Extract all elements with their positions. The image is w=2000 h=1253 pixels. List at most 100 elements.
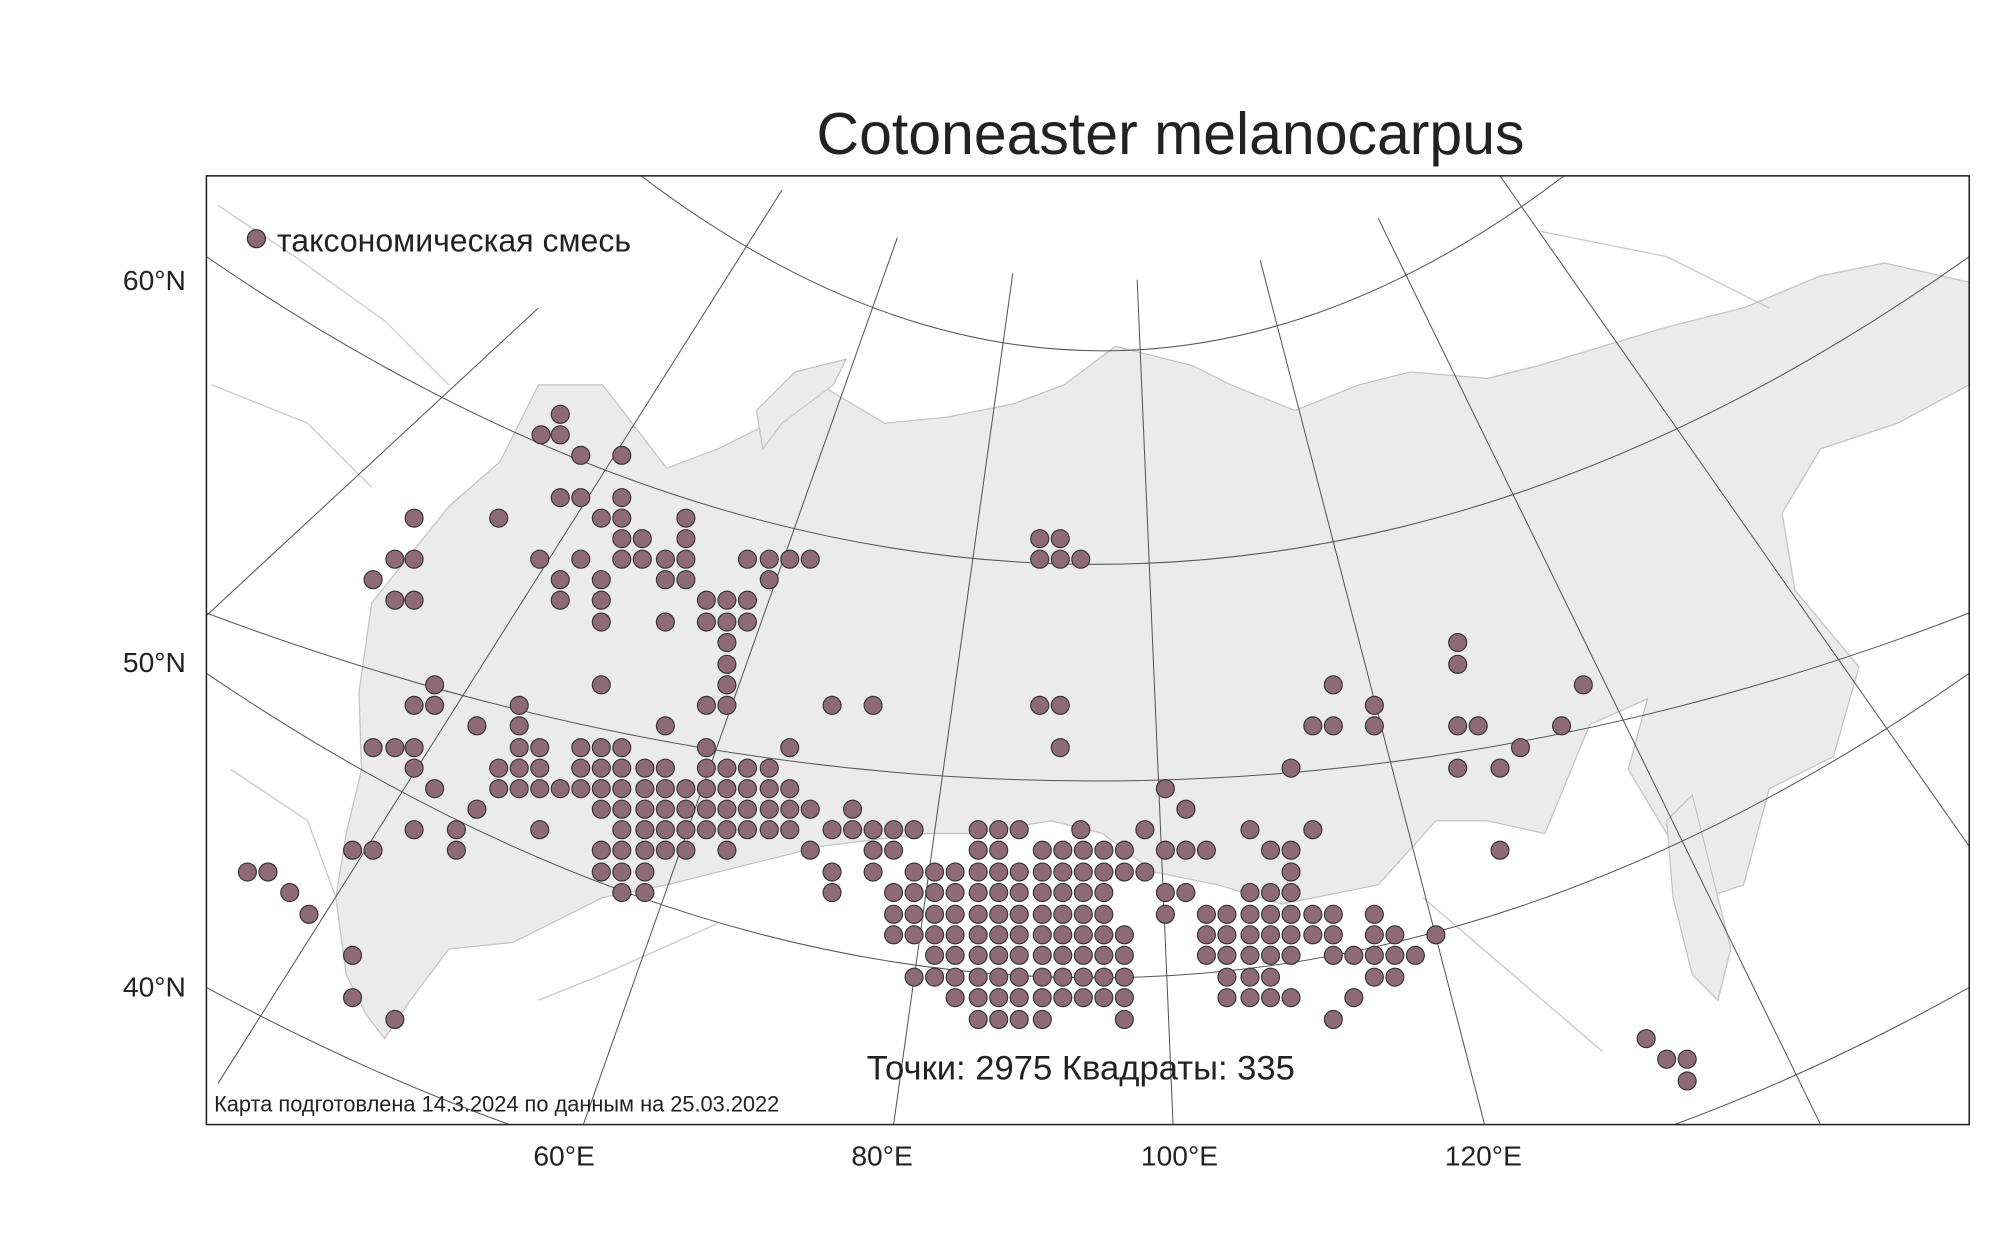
occurrence-dot [591, 799, 611, 819]
occurrence-dot [1009, 945, 1029, 965]
occurrence-dot [863, 862, 883, 882]
occurrence-dot [1114, 945, 1134, 965]
occurrence-dot [1032, 945, 1052, 965]
occurrence-dot [258, 862, 278, 882]
occurrence-dot [655, 799, 675, 819]
occurrence-dot [676, 799, 696, 819]
occurrence-dot [1094, 882, 1114, 903]
occurrence-dot [1303, 820, 1323, 840]
occurrence-dot [1240, 925, 1260, 945]
occurrence-dot [1073, 945, 1093, 965]
occurrence-dot [1030, 695, 1050, 715]
occurrence-dot [343, 988, 363, 1008]
occurrence-dot [655, 570, 675, 590]
occurrence-dot [1114, 840, 1134, 860]
occurrence-dot [530, 738, 550, 758]
occurrence-dot [1114, 862, 1134, 882]
occurrence-dot [717, 632, 737, 653]
occurrence-dot [676, 570, 696, 590]
occurrence-dot [780, 820, 800, 840]
occurrence-dot [591, 612, 611, 632]
occurrence-dot [759, 799, 779, 819]
occurrence-dot [1344, 988, 1364, 1008]
occurrence-dot [696, 590, 716, 610]
occurrence-dot [676, 820, 696, 840]
occurrence-dot [1364, 967, 1384, 987]
occurrence-dot [945, 988, 965, 1008]
occurrence-dot [717, 654, 737, 674]
occurrence-dot [717, 758, 737, 778]
occurrence-dot [800, 549, 820, 569]
occurrence-dot [1468, 716, 1488, 736]
occurrence-dot [989, 882, 1009, 903]
occurrence-dot [1217, 904, 1237, 924]
occurrence-dot [489, 779, 509, 799]
occurrence-dot [1009, 904, 1029, 924]
occurrence-dot [822, 882, 842, 903]
occurrence-dot [1053, 945, 1073, 965]
border-line [211, 204, 1770, 1052]
graticule-line [217, 189, 783, 1084]
occurrence-dot [800, 840, 820, 860]
occurrence-dot [635, 840, 655, 860]
occurrence-dot [425, 675, 445, 695]
occurrence-dot [1053, 925, 1073, 945]
occurrence-dot [1240, 820, 1260, 840]
occurrence-dot [550, 570, 570, 590]
occurrence-dot [925, 862, 945, 882]
occurrence-dot [989, 945, 1009, 965]
occurrence-dot [612, 488, 632, 508]
occurrence-dot [1490, 758, 1510, 778]
occurrence-dot [1094, 988, 1114, 1008]
occurrence-dot [237, 862, 257, 882]
occurrence-dot [612, 445, 632, 465]
occurrence-dot [968, 882, 988, 903]
occurrence-dot [925, 882, 945, 903]
occurrence-dot [989, 840, 1009, 860]
occurrence-dot [571, 549, 591, 569]
island [755, 358, 848, 451]
occurrence-dot [632, 549, 652, 569]
occurrence-dot [1217, 988, 1237, 1008]
occurrence-dot [717, 675, 737, 695]
occurrence-dot [1053, 988, 1073, 1008]
occurrence-dot [968, 988, 988, 1008]
occurrence-dot [1073, 988, 1093, 1008]
occurrence-dot [467, 716, 487, 736]
occurrence-dot [1135, 820, 1155, 840]
graticule-line [1136, 279, 1174, 1125]
occurrence-dot [1217, 945, 1237, 965]
occurrence-dot [884, 882, 904, 903]
occurrence-dot [1073, 904, 1093, 924]
occurrence-dot [737, 820, 757, 840]
occurrence-dot [1196, 925, 1216, 945]
occurrence-dot [822, 820, 842, 840]
occurrence-dot [385, 1009, 405, 1029]
occurrence-dot [571, 488, 591, 508]
occurrence-dot [1114, 925, 1134, 945]
occurrence-dot [1135, 862, 1155, 882]
occurrence-dot [1176, 882, 1196, 903]
occurrence-dot [1071, 820, 1091, 840]
lon-label: 100°E [1141, 1140, 1218, 1172]
occurrence-dot [612, 862, 632, 882]
map-frame [205, 175, 1970, 1126]
occurrence-dot [1364, 904, 1384, 924]
occurrence-dot [843, 820, 863, 840]
occurrence-dot [904, 925, 924, 945]
occurrence-dot [1260, 945, 1281, 965]
occurrence-dot [509, 779, 529, 799]
occurrence-dot [550, 779, 570, 799]
occurrence-dot [509, 716, 529, 736]
occurrence-dot [404, 758, 424, 778]
occurrence-dot [968, 820, 988, 840]
occurrence-dot [780, 799, 800, 819]
occurrence-dot [945, 967, 965, 987]
occurrence-dot [968, 925, 988, 945]
occurrence-dot [635, 882, 655, 903]
occurrence-dot [737, 612, 757, 632]
occurrence-dot [385, 590, 405, 610]
occurrence-dot [299, 904, 319, 924]
occurrence-dot [989, 904, 1009, 924]
graticule-line [206, 612, 1970, 782]
